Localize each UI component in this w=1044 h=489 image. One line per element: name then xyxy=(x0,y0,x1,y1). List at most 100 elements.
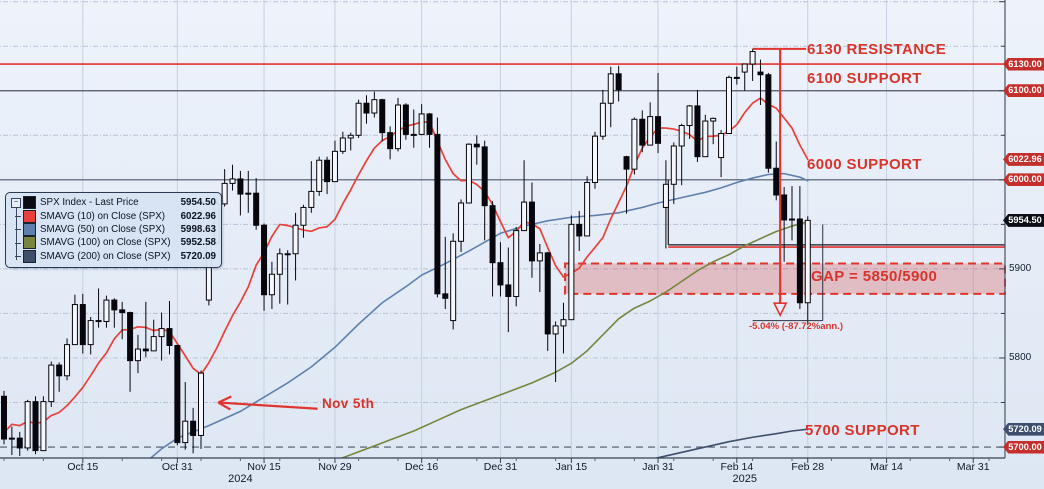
candle-body xyxy=(678,124,685,147)
candle-body xyxy=(71,304,78,346)
candle-body xyxy=(379,99,386,134)
legend-value: 5952.58 xyxy=(180,237,216,249)
x-axis-label: Mar 14 xyxy=(870,461,903,473)
support-6100-label[interactable]: 6100 SUPPORT xyxy=(807,70,922,87)
legend-tree-rail: − xyxy=(10,196,23,209)
candle-body xyxy=(56,364,63,377)
nov5-arrow-line[interactable] xyxy=(218,401,318,410)
legend-tree-stub xyxy=(15,229,21,231)
legend-label: SMAVG (50) on Close (SPX) xyxy=(40,223,166,235)
candle-body xyxy=(402,104,409,135)
candle-body xyxy=(331,150,338,183)
candle-body xyxy=(1,395,7,440)
candle-body xyxy=(686,105,693,126)
candle-body xyxy=(292,224,299,255)
candle-body xyxy=(363,102,370,114)
candle-body xyxy=(387,132,394,150)
candle-body xyxy=(576,223,583,237)
candle-body xyxy=(450,240,457,322)
candle-body xyxy=(781,194,788,221)
candle-body xyxy=(528,201,535,262)
candle-body xyxy=(339,137,346,152)
candle-body xyxy=(324,159,331,183)
candle-body xyxy=(655,116,662,144)
candle-body xyxy=(166,328,173,347)
candle-body xyxy=(757,71,764,76)
y-axis-label-5800: 5800 xyxy=(1009,351,1032,363)
candle-body xyxy=(418,113,425,135)
candle-body xyxy=(410,133,417,136)
candle-body xyxy=(710,117,717,122)
legend-row[interactable]: SMAVG (100) on Close (SPX) 5952.58 xyxy=(10,236,216,250)
legend-row[interactable]: SMAVG (50) on Close (SPX) 5998.63 xyxy=(10,222,216,236)
x-axis-label: Oct 31 xyxy=(161,461,193,473)
price-tag-6022.96: 6022.96 xyxy=(1003,152,1044,166)
support-5700-label[interactable]: 5700 SUPPORT xyxy=(805,422,920,439)
candle-body xyxy=(16,437,23,449)
price-tag-5954.50: 5954.50 xyxy=(1003,213,1044,227)
candle-body xyxy=(639,118,646,146)
candle-body xyxy=(733,76,740,79)
drop-measure-label[interactable]: -5.04% (-87.72%ann.) xyxy=(749,321,843,332)
legend-tree-rail xyxy=(10,250,23,263)
candle-body xyxy=(103,299,110,322)
legend-swatch xyxy=(23,209,36,223)
candle-body xyxy=(24,401,31,449)
candle-body xyxy=(8,437,15,440)
sma100-line xyxy=(339,220,809,458)
candle-body xyxy=(694,105,701,158)
gap-zone[interactable] xyxy=(564,262,1007,295)
measure-arrowhead[interactable] xyxy=(772,302,788,318)
candle-body xyxy=(623,156,630,170)
x-axis-label: Nov 29 xyxy=(318,461,352,473)
candle-body xyxy=(64,344,71,377)
candle-body xyxy=(395,104,401,150)
candle-body xyxy=(276,253,283,275)
candle-body xyxy=(536,252,543,262)
candle-body xyxy=(584,182,591,237)
candle-body xyxy=(513,230,520,298)
chart-legend[interactable]: − SPX Index - Last Price 5954.50 SMAVG (10)… xyxy=(5,192,222,268)
candle-body xyxy=(371,99,378,114)
candle-body xyxy=(158,328,165,338)
sma200-line xyxy=(653,428,809,458)
candle-body xyxy=(79,304,86,346)
candle-body xyxy=(662,183,669,208)
legend-swatch xyxy=(23,196,36,210)
resistance-6130-label[interactable]: 6130 RESISTANCE xyxy=(807,41,947,58)
x-axis-year-label: 2024 xyxy=(228,473,253,485)
candle-body xyxy=(473,143,480,148)
x-axis-label: Jan 15 xyxy=(555,461,588,473)
legend-label: SMAVG (100) on Close (SPX) xyxy=(40,237,171,249)
legend-label: SPX Index - Last Price xyxy=(40,197,139,209)
candle-body xyxy=(599,102,606,137)
price-tag-5720.09: 5720.09 xyxy=(1003,422,1044,436)
nov5-label[interactable]: Nov 5th xyxy=(322,396,375,411)
legend-row[interactable]: SMAVG (200) on Close (SPX) 5720.09 xyxy=(10,249,216,263)
legend-swatch xyxy=(23,236,36,250)
candle-body xyxy=(765,74,772,169)
legend-row[interactable]: − SPX Index - Last Price 5954.50 xyxy=(10,196,216,210)
legend-value: 5998.63 xyxy=(180,223,216,235)
legend-tree-rail xyxy=(10,236,23,249)
legend-row[interactable]: SMAVG (10) on Close (SPX) 6022.96 xyxy=(10,209,216,223)
candle-body xyxy=(741,63,748,73)
candle-body xyxy=(245,192,252,195)
candle-body xyxy=(111,299,118,311)
price-tag-6130.00: 6130.00 xyxy=(1003,57,1044,71)
candle-body xyxy=(481,146,488,207)
candle-body xyxy=(544,252,551,335)
gap-zone-label[interactable]: GAP = 5850/5900 xyxy=(811,268,938,285)
candle-body xyxy=(749,51,756,65)
nov5-arrowhead[interactable] xyxy=(217,401,231,411)
legend-collapse-icon[interactable]: − xyxy=(11,198,21,208)
legend-label: SMAVG (10) on Close (SPX) xyxy=(40,210,166,222)
candle-body xyxy=(702,120,709,158)
candle-body xyxy=(442,293,449,299)
candle-body xyxy=(607,73,614,104)
support-6000-label[interactable]: 6000 SUPPORT xyxy=(807,156,922,173)
candle-body xyxy=(87,320,94,346)
candle-body xyxy=(465,143,472,204)
nov5-arrowhead[interactable] xyxy=(217,395,232,404)
